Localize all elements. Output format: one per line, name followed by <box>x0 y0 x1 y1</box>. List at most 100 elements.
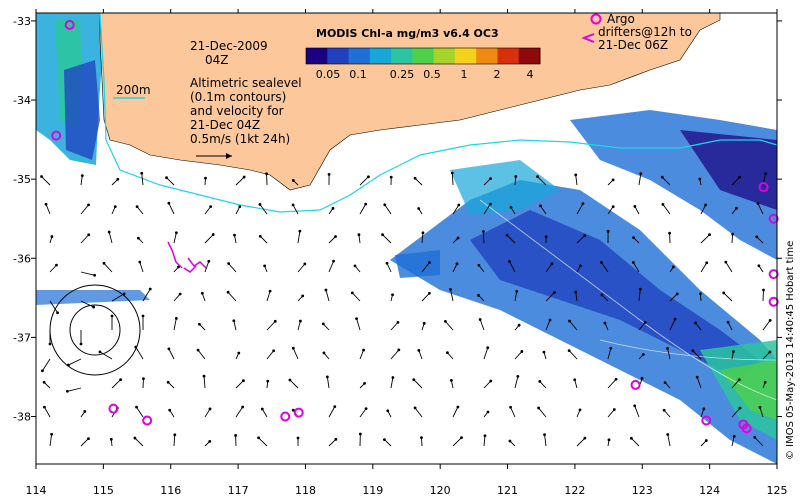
land-australia <box>99 12 721 191</box>
velocity-arrowhead <box>483 434 487 438</box>
velocity-arrow <box>607 348 612 360</box>
velocity-arrow <box>384 439 392 447</box>
velocity-arrow <box>103 262 113 273</box>
velocity-arrowhead <box>109 437 113 441</box>
velocity-arrowhead <box>581 202 585 206</box>
velocity-arrowhead <box>672 265 675 269</box>
velocity-arrowhead <box>553 291 556 294</box>
velocity-arrowhead <box>489 177 492 181</box>
velocity-arrow <box>700 408 705 418</box>
velocity-arrowhead <box>691 349 695 353</box>
x-tick-label: 123 <box>632 484 653 497</box>
velocity-arrowhead <box>478 318 482 321</box>
velocity-arrowhead <box>327 172 331 176</box>
velocity-arrowhead <box>174 231 178 235</box>
velocity-arrow <box>297 320 301 331</box>
velocity-arrowhead <box>633 404 637 408</box>
velocity-arrowhead <box>614 377 618 381</box>
velocity-arrowhead <box>631 261 635 264</box>
velocity-arrowhead <box>353 264 357 268</box>
argo-legend-line-1: Argo <box>607 12 635 26</box>
velocity-arrowhead <box>666 433 670 436</box>
velocity-arrowhead <box>241 405 245 409</box>
velocity-arrow <box>575 174 578 186</box>
velocity-arrowhead <box>413 176 417 180</box>
velocity-arrow <box>99 351 113 360</box>
sealevel-contours <box>479 159 778 401</box>
velocity-arrow <box>204 234 214 244</box>
velocity-arrow <box>80 271 95 276</box>
velocity-arrow <box>134 437 144 447</box>
x-tick-label: 118 <box>295 484 316 497</box>
velocity-arrow <box>451 173 454 186</box>
colorbar-swatch <box>476 48 498 64</box>
velocity-arrow <box>80 234 90 244</box>
velocity-arrowhead <box>211 233 215 236</box>
velocity-arrowhead <box>83 410 87 413</box>
velocity-arrowhead <box>87 437 90 441</box>
velocity-arrow <box>661 176 671 186</box>
velocity-arrowhead <box>333 405 337 409</box>
argo-float-marker <box>64 19 75 30</box>
velocity-arrowhead <box>386 409 390 413</box>
velocity-arrow <box>483 380 492 389</box>
velocity-arrowhead <box>444 320 447 323</box>
velocity-arrowhead <box>536 175 539 179</box>
velocity-arrow <box>173 434 176 447</box>
velocity-arrowhead <box>698 177 702 181</box>
velocity-arrowhead <box>178 292 182 296</box>
colorbar-label: 0.05 <box>316 68 341 81</box>
velocity-arrowhead <box>417 349 421 352</box>
velocity-arrow <box>634 405 640 418</box>
velocity-arrowhead <box>48 342 52 346</box>
velocity-arrowhead <box>208 407 212 411</box>
velocity-arrow <box>509 261 516 273</box>
colorbar-title: MODIS Chl-a mg/m3 v6.4 OC3 <box>316 27 499 40</box>
velocity-arrowhead <box>357 233 361 237</box>
velocity-arrowhead <box>633 205 637 208</box>
velocity-arrow <box>569 320 578 331</box>
velocity-arrowhead <box>539 204 542 208</box>
velocity-arrowhead <box>731 232 735 236</box>
velocity-arrow <box>414 177 423 186</box>
velocity-arrow <box>638 173 642 186</box>
velocity-arrowhead <box>606 229 610 233</box>
colorbar-swatch <box>433 48 456 64</box>
colorbar-swatch <box>412 48 435 64</box>
velocity-arrow <box>568 350 578 360</box>
velocity-arrowhead <box>762 288 765 292</box>
velocity-arrowhead <box>668 231 672 235</box>
velocity-arrowhead <box>167 201 171 205</box>
argo-float-marker <box>768 296 779 307</box>
sealevel-line-3: and velocity for <box>190 104 284 118</box>
velocity-arrowhead <box>449 288 452 291</box>
velocity-arrowhead <box>445 351 449 355</box>
velocity-arrow <box>452 437 462 447</box>
colorbar-label: 4 <box>527 68 534 81</box>
colorbar-label: 0.5 <box>423 68 441 81</box>
velocity-arrow <box>203 376 206 389</box>
velocity-arrowhead <box>87 203 90 207</box>
velocity-arrow <box>166 177 175 186</box>
velocity-arrow <box>545 319 551 331</box>
velocity-arrowhead <box>704 203 707 207</box>
velocity-arrowhead <box>396 320 400 324</box>
velocity-arrow <box>762 351 771 360</box>
velocity-arrow <box>359 176 369 186</box>
velocity-arrowhead <box>166 380 170 384</box>
velocity-arrow <box>292 348 299 360</box>
colorbar-swatch <box>391 48 413 64</box>
colorbar-swatch <box>369 48 392 64</box>
colorbar-swatch <box>327 48 350 64</box>
colorbar-label: 2 <box>494 68 501 81</box>
velocity-arrow <box>727 322 733 331</box>
velocity-arrow <box>452 406 459 418</box>
velocity-arrowhead <box>227 262 231 265</box>
velocity-arrow <box>538 407 547 418</box>
colorbar: MODIS Chl-a mg/m3 v6.4 OC3 0.05 0.1 0.25 0.… <box>305 27 541 81</box>
x-tick-label: 115 <box>93 484 114 497</box>
velocity-arrowhead <box>758 406 762 409</box>
velocity-arrow <box>731 176 740 186</box>
velocity-arrowhead <box>334 437 338 441</box>
velocity-arrowhead <box>583 436 587 440</box>
